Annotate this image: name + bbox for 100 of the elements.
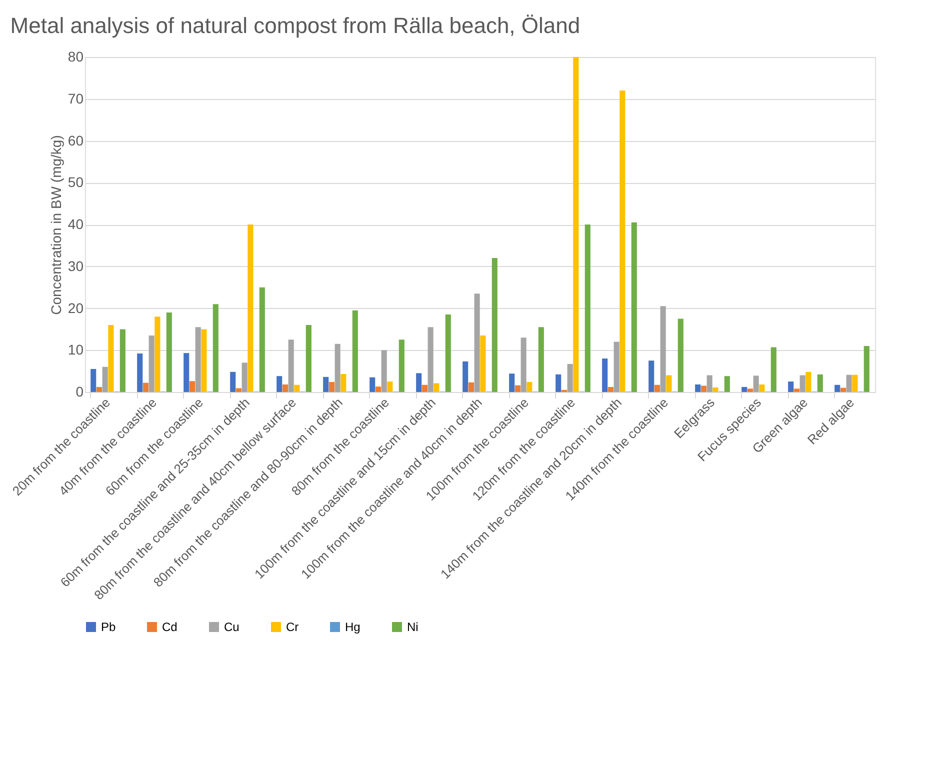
bar: [608, 386, 614, 392]
bar: [806, 372, 812, 392]
bar: [509, 374, 515, 392]
bar: [90, 368, 96, 392]
bar: [492, 258, 498, 392]
y-tick-label: 20: [68, 300, 84, 316]
bar: [288, 340, 294, 392]
bar: [212, 304, 218, 392]
bar: [666, 375, 672, 392]
bar: [654, 384, 660, 392]
y-tick-label: 0: [76, 384, 84, 400]
bar: [567, 364, 573, 392]
bar: [370, 377, 376, 392]
bar: [724, 376, 730, 392]
bar: [323, 376, 329, 392]
bar: [631, 222, 637, 392]
y-axis-title: Concentration in BW (mg/kg): [48, 135, 64, 315]
legend-label: Cr: [286, 620, 299, 634]
bar: [712, 387, 718, 392]
bar: [184, 353, 190, 392]
bar: [166, 312, 172, 392]
bar: [189, 381, 196, 392]
bar: [614, 342, 620, 392]
bar: [259, 287, 265, 392]
bar: [742, 386, 748, 392]
bar: [334, 344, 340, 392]
bar: [753, 376, 759, 392]
bar: [154, 316, 160, 392]
bar: [137, 353, 143, 392]
bar: [282, 384, 288, 392]
bar: [201, 329, 207, 392]
bar: [584, 224, 590, 392]
bar: [248, 224, 254, 392]
bar: [834, 384, 840, 392]
y-tick-label: 30: [68, 258, 84, 274]
bar: [108, 325, 114, 392]
bar: [230, 372, 236, 392]
bar: [445, 314, 451, 392]
bar: [695, 384, 701, 392]
bar: [846, 374, 852, 392]
bar: [340, 374, 346, 392]
bar: [468, 382, 474, 392]
bar: [573, 57, 579, 392]
bar: [770, 347, 776, 392]
chart-title: Metal analysis of natural compost from Rälla beach, Öland: [10, 13, 580, 38]
bar: [747, 388, 753, 392]
bar: [398, 340, 404, 392]
bar: [817, 374, 823, 392]
bar: [120, 329, 126, 392]
bar: [242, 362, 248, 392]
bar: [864, 346, 870, 392]
bar: [538, 327, 544, 392]
y-tick-label: 10: [68, 342, 84, 358]
bar: [148, 335, 154, 392]
bar: [306, 325, 312, 392]
bar: [434, 383, 440, 392]
bar: [706, 375, 712, 392]
bar: [526, 382, 532, 392]
bar: [195, 327, 201, 392]
y-tick-label: 70: [68, 90, 84, 106]
legend-label: Ni: [407, 620, 418, 634]
bar: [648, 360, 654, 392]
bar: [759, 384, 765, 392]
bar: [142, 382, 149, 392]
y-tick-label: 80: [68, 48, 84, 64]
bar: [276, 376, 282, 392]
bar: [328, 382, 334, 392]
bar: [556, 374, 562, 392]
legend-label: Pb: [101, 620, 116, 634]
bar: [416, 373, 422, 392]
bar: [375, 386, 381, 392]
bar: [428, 327, 434, 392]
bar: [422, 384, 428, 392]
bar: [480, 335, 486, 392]
bar: [294, 384, 300, 392]
bar: [602, 358, 608, 392]
y-tick-label: 40: [68, 216, 84, 232]
bar: [96, 386, 102, 392]
bar: [462, 361, 468, 392]
legend-label: Cd: [162, 620, 178, 634]
bar: [788, 382, 794, 392]
bar: [800, 375, 806, 392]
bar: [352, 310, 358, 392]
bar: [794, 388, 800, 392]
bar: [700, 386, 706, 392]
bar: [514, 385, 520, 392]
bar: [852, 374, 858, 392]
bar: [381, 350, 387, 392]
bar: [520, 338, 526, 392]
bar: [474, 294, 480, 392]
bar: [660, 306, 666, 392]
legend-label: Cu: [224, 620, 240, 634]
bar: [678, 318, 684, 392]
bar: [840, 388, 846, 392]
legend-label: Hg: [345, 620, 360, 634]
bar: [102, 366, 108, 392]
bar: [236, 388, 242, 392]
bar: [387, 382, 393, 392]
y-tick-label: 60: [68, 132, 84, 148]
bar: [620, 90, 626, 392]
